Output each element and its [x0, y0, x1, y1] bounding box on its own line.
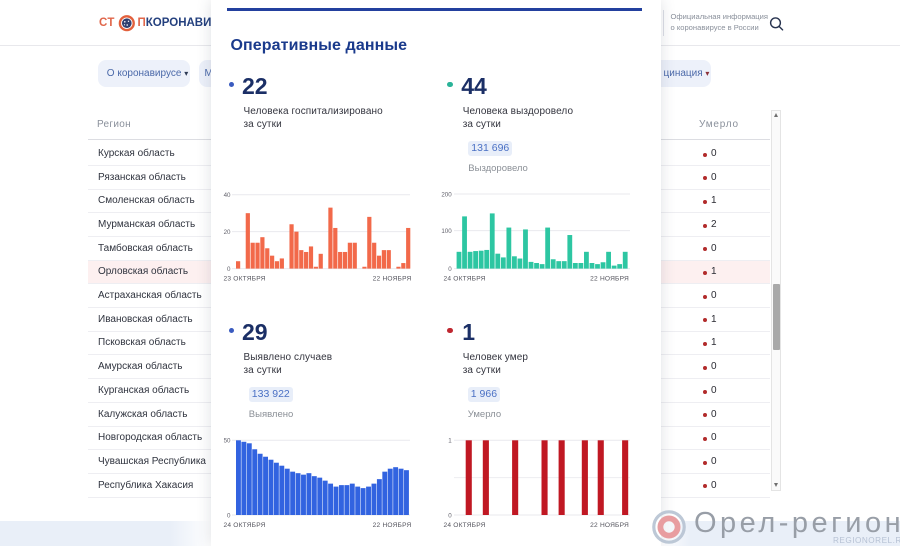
svg-text:40: 40	[224, 192, 231, 199]
svg-text:0: 0	[227, 512, 231, 519]
svg-text:22 НОЯБРЯ: 22 НОЯБРЯ	[590, 522, 629, 529]
svg-text:50: 50	[224, 438, 231, 445]
svg-text:22 НОЯБРЯ: 22 НОЯБРЯ	[590, 276, 629, 283]
svg-text:24 ОКТЯБРЯ: 24 ОКТЯБРЯ	[444, 522, 486, 529]
svg-text:100: 100	[441, 228, 452, 235]
svg-text:200: 200	[441, 191, 452, 198]
svg-text:0: 0	[448, 512, 452, 519]
svg-text:1: 1	[448, 438, 452, 445]
svg-text:22 НОЯБРЯ: 22 НОЯБРЯ	[373, 522, 412, 529]
svg-text:22 НОЯБРЯ: 22 НОЯБРЯ	[373, 276, 412, 283]
svg-text:20: 20	[224, 229, 231, 236]
svg-text:24 ОКТЯБРЯ: 24 ОКТЯБРЯ	[444, 276, 486, 283]
svg-text:0: 0	[448, 266, 452, 273]
svg-text:24 ОКТЯБРЯ: 24 ОКТЯБРЯ	[224, 522, 266, 529]
svg-text:0: 0	[227, 266, 231, 273]
svg-text:23 ОКТЯБРЯ: 23 ОКТЯБРЯ	[224, 276, 266, 283]
